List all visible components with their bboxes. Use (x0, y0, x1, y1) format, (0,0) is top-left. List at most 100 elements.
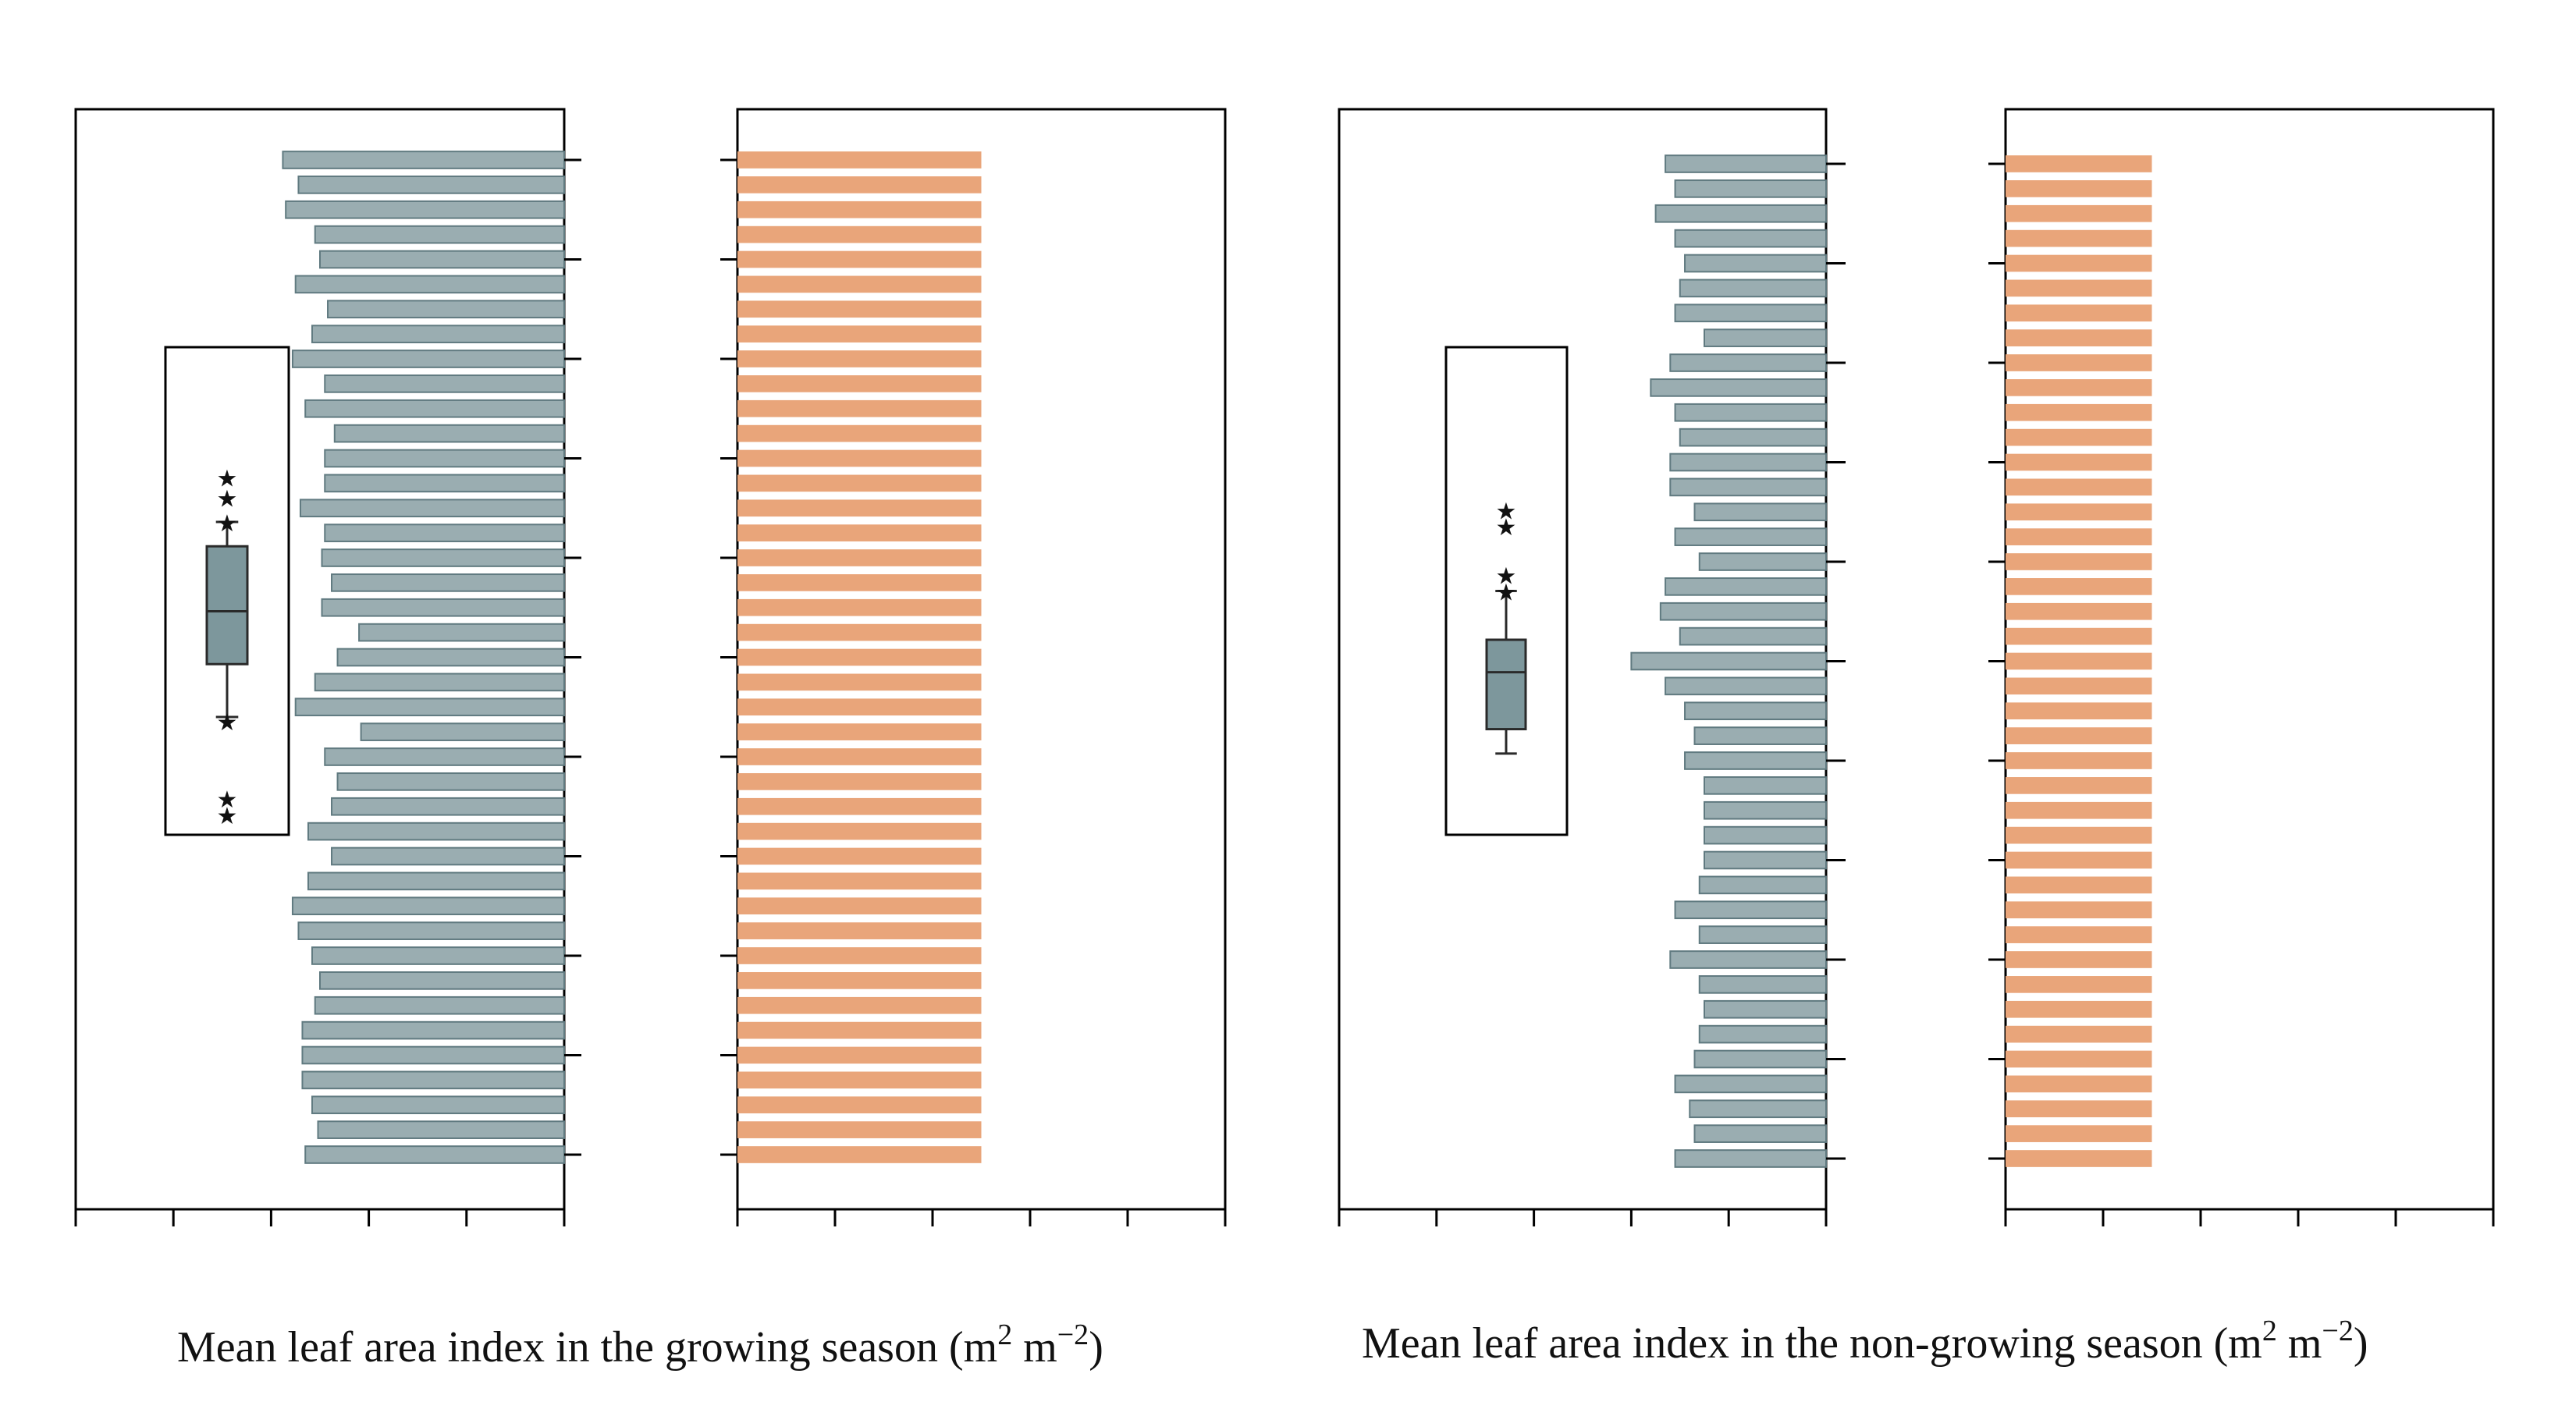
x-axis-label-part-4: ) (2354, 1319, 2368, 1368)
dynamic-bar-1993 (307, 822, 565, 841)
nodynamic-bar-1992 (737, 847, 982, 865)
dynamic-bar-1985 (1698, 1024, 1828, 1044)
nodynamic-bar-2000 (737, 648, 982, 666)
x-axis-label-part-1: 2 (2262, 1315, 2277, 1347)
dynamic-bar-2011 (1650, 378, 1828, 397)
nodynamic-bar-2018 (2006, 204, 2152, 222)
dynamic-bar-1984 (1693, 1049, 1828, 1069)
dynamic-bar-1994 (1704, 800, 1827, 820)
dynamic-bar-2015 (1679, 279, 1828, 298)
dynamic-bar-2007 (324, 474, 565, 493)
dynamic-bar-2008 (1669, 453, 1828, 472)
nodynamic-bar-2007 (737, 474, 982, 492)
dynamic-bar-2006 (299, 499, 565, 518)
nodynamic-bar-1988 (737, 947, 982, 964)
nodynamic-bar-2001 (2006, 627, 2152, 645)
nodynamic-bar-2009 (737, 424, 982, 442)
nodynamic-bar-1994 (2006, 801, 2152, 819)
nodynamic-bar-2001 (737, 623, 982, 641)
dynamic-bars (1630, 154, 1828, 1168)
nodynamic-bar-2020 (2006, 155, 2152, 172)
nodynamic-bar-1991 (737, 872, 982, 890)
nodynamic-bar-2018 (737, 201, 982, 218)
dynamic-bar-1990 (1674, 900, 1828, 920)
dynamic-bar-1980 (304, 1145, 565, 1164)
dynamic-bar-1996 (1684, 751, 1828, 770)
dynamic-bar-2012 (1669, 353, 1828, 372)
nodynamic-bar-1987 (2006, 976, 2152, 993)
year-axis (564, 158, 737, 1156)
nodynamic-bar-2012 (737, 350, 982, 367)
nodynamic-bar-2013 (737, 325, 982, 342)
dynamic-bar-1996 (324, 747, 565, 766)
dynamic-bar-2006 (1693, 502, 1828, 522)
nodynamic-bar-2011 (737, 375, 982, 392)
nodynamic-bar-1999 (2006, 677, 2152, 695)
dynamic-bar-2016 (1684, 254, 1828, 273)
dynamic-bar-1986 (314, 996, 565, 1015)
nodynamic-bar-1986 (2006, 1000, 2152, 1018)
dynamic-bar-2009 (1679, 428, 1828, 447)
dynamic-bar-2002 (321, 598, 565, 617)
dynamic-bar-2020 (1665, 154, 1828, 173)
dynamic-bar-2020 (282, 151, 565, 169)
dynamic-bar-2009 (333, 424, 565, 443)
nodynamic-bar-1999 (737, 673, 982, 691)
dynamic-bar-1992 (1704, 850, 1827, 870)
inset-outlier-0: ★ (1496, 580, 1517, 606)
x-axis-label-part-0: Mean leaf area index in the growing seas… (177, 1323, 997, 1372)
inset-outlier-3: ★ (1496, 499, 1517, 524)
nodynamic-bar-1982 (737, 1096, 982, 1114)
nodynamic-bar-1998 (737, 698, 982, 716)
nodynamic-bar-1985 (2006, 1025, 2152, 1043)
inset-box (205, 545, 249, 665)
dynamic-bar-2001 (1679, 626, 1828, 646)
x-axes (1338, 1208, 2495, 1226)
inset-outlier-3: ★ (217, 511, 238, 537)
dynamic-bar-2013 (1704, 328, 1827, 347)
nodynamic-bar-1989 (737, 922, 982, 939)
nodynamic-bar-2017 (737, 225, 982, 243)
nodynamic-bar-1983 (2006, 1075, 2152, 1093)
nodynamic-bar-2011 (2006, 379, 2152, 396)
nodynamic-bar-2016 (2006, 254, 2152, 272)
dynamic-bar-1995 (1704, 776, 1827, 795)
inset-box (1485, 638, 1527, 731)
dynamic-bar-1981 (1693, 1124, 1828, 1143)
nodynamic-bar-1995 (2006, 777, 2152, 794)
dynamic-bar-2005 (1674, 527, 1828, 546)
nodynamic-bar-2010 (737, 399, 982, 417)
nodynamic-bar-1981 (737, 1121, 982, 1138)
dynamic-bar-1983 (1674, 1074, 1828, 1094)
nodynamic-bar-2017 (2006, 229, 2152, 247)
dynamic-bar-2014 (327, 300, 565, 319)
nodynamic-bar-1980 (2006, 1150, 2152, 1167)
dynamic-bar-1983 (301, 1070, 565, 1090)
dynamic-bar-1988 (1669, 950, 1828, 969)
nodynamic-bar-1992 (2006, 851, 2152, 869)
nodynamic-bar-2015 (737, 275, 982, 293)
dynamic-bar-2000 (1630, 651, 1827, 671)
nodynamic-bar-1988 (2006, 951, 2152, 968)
nodynamic-bar-1989 (2006, 926, 2152, 943)
nodynamic-bar-1996 (737, 748, 982, 765)
nodynamic-bar-2019 (737, 176, 982, 193)
nodynamic-bars (2006, 155, 2152, 1167)
nodynamic-bar-2019 (2006, 180, 2152, 197)
nodynamic-bar-2004 (737, 549, 982, 566)
dynamic-bar-1990 (291, 896, 565, 916)
nodynamic-bar-2003 (2006, 578, 2152, 595)
nodynamic-bar-2004 (2006, 553, 2152, 570)
dynamic-bar-1993 (1704, 825, 1827, 845)
nodynamic-bar-2003 (737, 574, 982, 591)
dynamic-bar-1982 (311, 1095, 565, 1115)
dynamic-bar-1986 (1704, 999, 1827, 1019)
nodynamic-bar-2013 (2006, 329, 2152, 346)
dynamic-bar-2013 (311, 325, 565, 343)
x-axis-label-part-0: Mean leaf area index in the non-growing … (1362, 1319, 2262, 1368)
x-axis-label-part-3: −2 (2322, 1315, 2353, 1347)
nodynamic-bar-1987 (737, 972, 982, 989)
panel-a: Mean leaf area index in the growing seas… (74, 108, 1227, 1372)
x-axis-label-part-4: ) (1089, 1323, 1103, 1372)
nodynamic-bar-1995 (737, 773, 982, 790)
